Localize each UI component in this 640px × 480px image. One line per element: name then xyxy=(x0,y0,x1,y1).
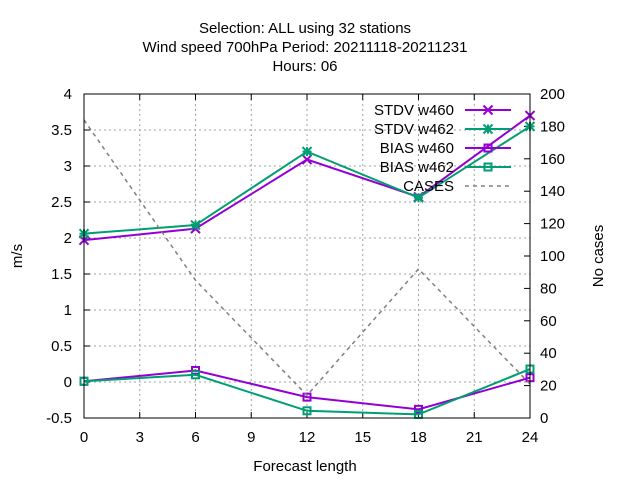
y2-tick-label: 40 xyxy=(540,345,557,362)
series-layer xyxy=(78,110,536,419)
y2-tick-label: 60 xyxy=(540,313,557,330)
x-tick-label: 15 xyxy=(354,429,371,446)
data-point-square-marker xyxy=(302,392,312,402)
y2-tick-label: 160 xyxy=(540,151,565,168)
y2-axis-label: No cases xyxy=(590,225,607,288)
x-tick-label: 18 xyxy=(410,429,427,446)
x-tick-label: 3 xyxy=(136,429,144,446)
y2-tick-label: 180 xyxy=(540,118,565,135)
y-tick-label: 3.5 xyxy=(51,122,72,139)
legend-label: CASES xyxy=(403,178,454,195)
grid xyxy=(83,93,531,419)
y-tick-label: 2 xyxy=(64,230,72,247)
plot-frame xyxy=(83,93,531,419)
data-point-x-marker xyxy=(301,154,313,165)
y-tick-label: 2.5 xyxy=(51,194,72,211)
data-point-star-marker xyxy=(413,192,424,203)
y-axis-label: m/s xyxy=(9,244,26,268)
legend: STDV w460 STDV w462 BIAS w460 BIAS w462 CASE… xyxy=(374,102,511,195)
y-tick-labels: -0.5 0 0.5 1 1.5 2 2.5 3 3.5 4 xyxy=(46,86,72,427)
series-line-3 xyxy=(83,368,531,416)
x-tick-label: 9 xyxy=(247,429,255,446)
y2-tick-label: 0 xyxy=(540,410,548,427)
x-tick-label: 0 xyxy=(80,429,88,446)
chart-title: Selection: ALL using 32 stations Wind spe… xyxy=(143,20,468,75)
y-tick-label: -0.5 xyxy=(46,410,72,427)
data-point-square-marker xyxy=(483,162,493,172)
data-point-square-marker xyxy=(483,143,493,153)
data-point-square-marker xyxy=(191,370,200,380)
title-line: Hours: 06 xyxy=(272,58,337,75)
y2-tick-label: 200 xyxy=(540,86,565,103)
x-tick-label: 24 xyxy=(522,429,539,446)
y2-tick-label: 80 xyxy=(540,280,557,297)
x-tick-label: 12 xyxy=(299,429,316,446)
x-tick-labels: 0 3 6 9 12 15 18 21 24 xyxy=(80,429,539,446)
data-point-star-marker xyxy=(301,146,313,157)
y-tick-label: 3 xyxy=(64,158,72,175)
title-line: Selection: ALL using 32 stations xyxy=(199,20,411,37)
legend-label: STDV w460 xyxy=(374,102,454,119)
title-line: Wind speed 700hPa Period: 20211118-20211… xyxy=(143,39,468,56)
x-axis-label: Forecast length xyxy=(253,458,356,475)
y-tick-label: 4 xyxy=(64,86,72,103)
legend-label: BIAS w460 xyxy=(380,140,454,157)
y2-tick-label: 120 xyxy=(540,216,565,233)
y-tick-label: 0.5 xyxy=(51,338,72,355)
data-point-square-marker xyxy=(414,404,423,414)
x-tick-label: 21 xyxy=(466,429,483,446)
y-tick-label: 1.5 xyxy=(51,266,72,283)
data-point-star-marker xyxy=(482,123,494,135)
y2-tick-label: 100 xyxy=(540,248,565,265)
y-tick-label: 1 xyxy=(64,302,72,319)
data-point-star-marker xyxy=(190,219,201,231)
legend-label: STDV w462 xyxy=(374,121,454,138)
series-line-4 xyxy=(83,119,531,397)
x-tick-label: 6 xyxy=(191,429,199,446)
data-point-square-marker xyxy=(302,406,312,416)
y2-tick-label: 20 xyxy=(540,378,557,395)
data-point-x-marker xyxy=(482,104,494,116)
y2-tick-label: 140 xyxy=(540,183,565,200)
y2-tick-labels: 0 20 40 60 80 100 120 140 160 180 200 xyxy=(540,86,565,427)
legend-label: BIAS w462 xyxy=(380,159,454,176)
y-tick-label: 0 xyxy=(64,374,72,391)
